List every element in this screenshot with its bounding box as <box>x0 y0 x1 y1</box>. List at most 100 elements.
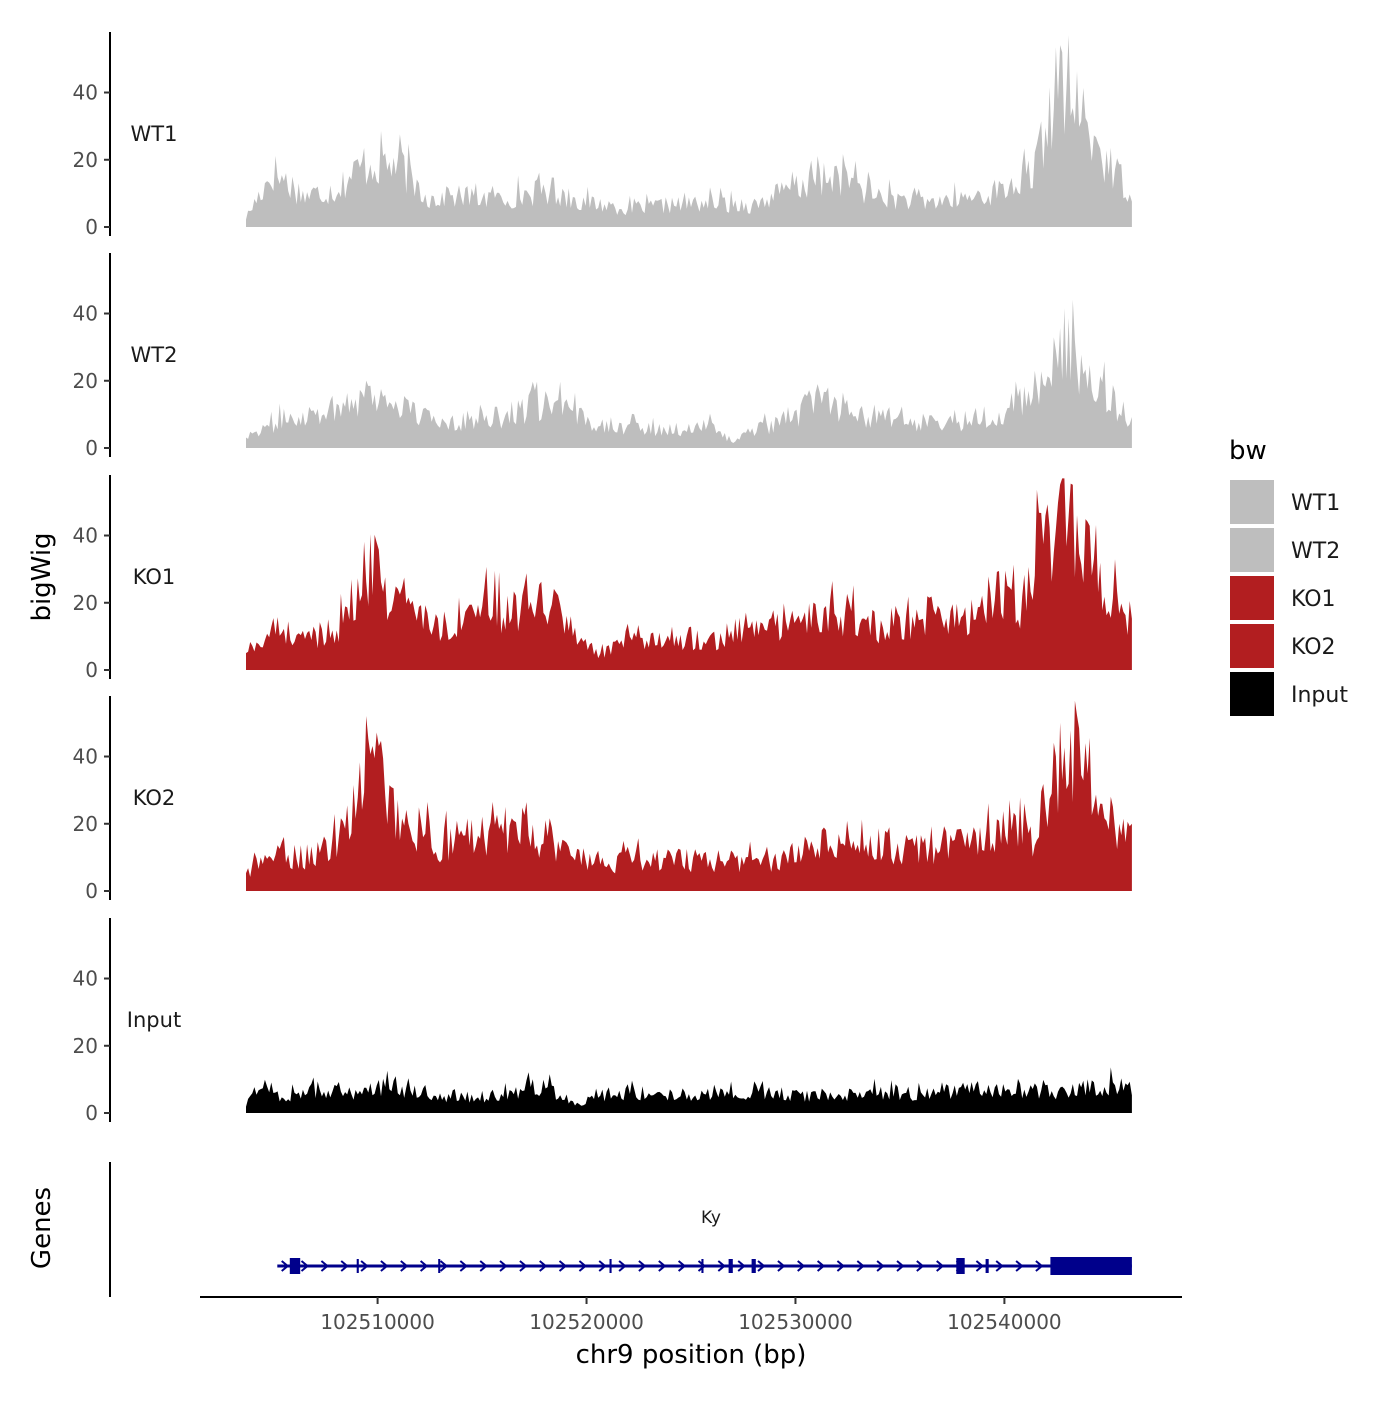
strand-arrow <box>816 1260 826 1272</box>
gene-track-title: Genes <box>27 1187 57 1269</box>
x-tick-label: 102520000 <box>529 1310 644 1334</box>
track-panel-wt2: 0 20 40 WT2 <box>73 253 1132 460</box>
track-panel-ko1: 0 20 40 KO1 <box>73 475 1132 682</box>
track-panels: 0 20 40 WT1 0 20 40 WT2 0 20 40 KO1 0 20 40 KO2 0 20 40 Inp… <box>73 32 1132 1125</box>
strand-arrow <box>419 1260 429 1272</box>
strand-arrow <box>936 1260 945 1272</box>
gene-exon <box>728 1259 733 1273</box>
legend-label-wt2: WT2 <box>1291 539 1340 564</box>
legend-label-input: Input <box>1291 683 1348 708</box>
y-tick-label: 20 <box>73 1034 98 1058</box>
track-panel-input: 0 20 40 Input <box>73 918 1132 1125</box>
x-axis-ticks: 102510000 102520000 102530000 102540000 <box>320 1297 1062 1334</box>
gene-exon <box>985 1259 989 1273</box>
strand-arrow <box>638 1260 647 1272</box>
gene-exon <box>1050 1257 1132 1275</box>
strand-arrow <box>400 1260 409 1272</box>
legend-key-input <box>1230 672 1274 716</box>
legend-label-wt1: WT1 <box>1291 491 1340 516</box>
strand-arrow <box>717 1260 726 1272</box>
strand-arrow <box>995 1260 1004 1272</box>
track-panel-ko2: 0 20 40 KO2 <box>73 696 1132 903</box>
strand-arrow <box>1035 1260 1044 1272</box>
y-tick-label: 0 <box>85 1101 98 1125</box>
y-tick-label: 40 <box>73 524 98 548</box>
track-label-wt2: WT2 <box>131 343 178 367</box>
y-tick-label: 40 <box>73 967 98 991</box>
gene-name-label: Ky <box>701 1208 721 1228</box>
y-tick-label: 20 <box>73 369 98 393</box>
track-label-ko1: KO1 <box>133 565 176 589</box>
strand-arrow <box>320 1260 329 1272</box>
coverage-area-wt1 <box>246 35 1132 228</box>
strand-arrow <box>539 1260 548 1272</box>
strand-arrow <box>856 1260 865 1272</box>
x-tick-label: 102530000 <box>738 1310 853 1334</box>
strand-arrow <box>797 1260 806 1272</box>
y-tick-label: 0 <box>85 658 98 682</box>
strand-arrow <box>896 1260 905 1272</box>
legend-key-wt2 <box>1230 528 1274 572</box>
strand-arrow <box>340 1260 349 1272</box>
gene-exon <box>438 1259 441 1273</box>
legend-title: bw <box>1229 436 1267 466</box>
legend-key-ko2 <box>1230 624 1274 668</box>
x-tick-label: 102540000 <box>947 1310 1062 1334</box>
legend-key-wt1 <box>1230 480 1274 524</box>
strand-arrow <box>975 1260 984 1272</box>
strand-arrow <box>519 1260 528 1272</box>
strand-arrow <box>658 1260 667 1272</box>
y-tick-label: 20 <box>73 591 98 615</box>
coverage-area-input <box>246 1067 1132 1113</box>
y-tick-label: 0 <box>85 879 98 903</box>
x-axis: 102510000 102520000 102530000 102540000 chr… <box>200 1296 1182 1370</box>
legend-label-ko2: KO2 <box>1291 635 1336 660</box>
y-tick-label: 20 <box>73 148 98 172</box>
track-label-input: Input <box>127 1008 181 1032</box>
x-tick-label: 102510000 <box>320 1310 435 1334</box>
x-axis-title: chr9 position (bp) <box>576 1340 807 1370</box>
track-label-wt1: WT1 <box>131 122 178 146</box>
legend: bw WT1 WT2 KO1 KO2 Input <box>1229 436 1348 716</box>
legend-key-ko1 <box>1230 576 1274 620</box>
coverage-area-ko2 <box>246 700 1132 891</box>
legend-label-ko1: KO1 <box>1291 587 1336 612</box>
strand-arrow <box>439 1260 449 1272</box>
strand-arrow <box>876 1260 885 1272</box>
gene-exon <box>751 1259 756 1273</box>
strand-arrow <box>1015 1260 1024 1272</box>
coverage-area-wt2 <box>246 299 1132 448</box>
strand-arrow <box>836 1260 845 1272</box>
strand-arrow <box>380 1260 389 1272</box>
strand-arrow <box>777 1260 786 1272</box>
y-tick-label: 20 <box>73 812 98 836</box>
strand-arrow <box>300 1260 310 1272</box>
y-tick-label: 40 <box>73 302 98 326</box>
strand-arrow <box>598 1260 607 1272</box>
strand-arrow <box>578 1260 587 1272</box>
y-axis-title: bigWig <box>27 532 57 621</box>
strand-arrow <box>499 1260 508 1272</box>
strand-arrow <box>697 1260 707 1272</box>
strand-arrow <box>459 1260 468 1272</box>
gene-exon <box>701 1259 704 1273</box>
gene-exon <box>356 1259 359 1273</box>
y-tick-label: 40 <box>73 81 98 105</box>
coverage-area-ko1 <box>246 478 1132 670</box>
y-tick-label: 0 <box>85 436 98 460</box>
gene-track: Ky <box>109 1162 1132 1297</box>
y-tick-label: 40 <box>73 745 98 769</box>
gene-exon <box>609 1259 612 1273</box>
track-panel-wt1: 0 20 40 WT1 <box>73 32 1132 239</box>
strand-arrow <box>618 1260 627 1272</box>
strand-arrow <box>558 1260 568 1272</box>
gene-exon <box>956 1258 965 1274</box>
strand-arrow <box>916 1260 925 1272</box>
strand-arrow <box>281 1260 290 1272</box>
gene-exon <box>289 1258 301 1274</box>
strand-arrow <box>737 1260 746 1272</box>
track-label-ko2: KO2 <box>133 786 176 810</box>
strand-arrow <box>360 1260 369 1272</box>
